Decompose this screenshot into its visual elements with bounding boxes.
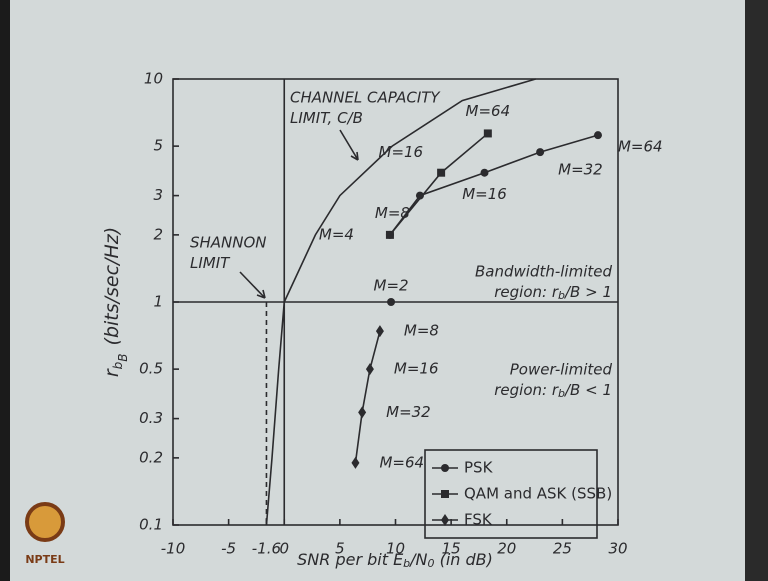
marker (386, 231, 394, 239)
point-label: M=2 (374, 277, 409, 295)
y-tick-label: 3 (153, 186, 163, 204)
annotation: region: rb/B < 1 (494, 381, 612, 401)
marker (481, 169, 489, 177)
legend-label: FSK (464, 511, 493, 529)
marker (387, 298, 395, 306)
x-axis-label-part: /N (408, 550, 427, 569)
annotation-part: region: r (494, 283, 559, 301)
logo-mark (27, 504, 63, 540)
y-tick-label: 2 (153, 225, 163, 243)
point-label: M=16 (462, 185, 507, 203)
point-label: M=16 (379, 143, 424, 161)
point-label: M=32 (558, 161, 603, 179)
point-label: M=8 (404, 322, 439, 340)
point-label: M=64 (379, 453, 424, 471)
annotation-part: b (558, 387, 565, 400)
chart: -10-5-1.60510152025301053210.50.30.20.1r… (0, 0, 768, 581)
y-axis-label-part: B (116, 353, 130, 361)
marker (441, 490, 449, 498)
point-label: M=8 (375, 204, 410, 222)
x-tick-label: -5 (221, 540, 236, 558)
y-tick-label: 5 (153, 137, 163, 155)
annotation: SHANNON (190, 234, 267, 252)
annotation: region: rb/B > 1 (494, 283, 612, 303)
legend-label: PSK (464, 459, 494, 477)
y-axis-label-part: (bits/sec/Hz) (101, 227, 123, 346)
annotation-part: LIMIT (190, 254, 231, 272)
x-tick-label: -1.6 (252, 540, 281, 558)
y-tick-label: 1 (153, 293, 163, 311)
legend-label: QAM and ASK (SSB) (464, 485, 612, 503)
annotation: Power-limited (510, 361, 613, 379)
point-label: M=32 (386, 403, 431, 421)
marker (441, 464, 449, 472)
annotation: LIMIT (190, 254, 231, 272)
point-label: M=64 (618, 138, 663, 156)
marker (594, 131, 602, 139)
y-tick-label: 0.3 (139, 409, 163, 427)
marker (536, 148, 544, 156)
point-label: M=4 (319, 225, 354, 243)
y-tick-label: 10 (144, 70, 163, 88)
annotation-part: b (558, 289, 565, 302)
annotation: LIMIT, C/B (290, 109, 363, 127)
annotation-part: /B > 1 (563, 283, 612, 301)
slide-edge (745, 0, 768, 581)
marker (484, 129, 492, 137)
x-tick-label: 30 (608, 540, 627, 558)
x-axis-label-part: (in dB) (435, 550, 493, 569)
annotation: CHANNEL CAPACITY (290, 89, 441, 107)
x-tick-label: 25 (553, 540, 572, 558)
y-tick-label: 0.5 (139, 360, 163, 378)
annotation: Bandwidth-limited (475, 263, 612, 281)
annotation-part: /B < 1 (563, 381, 612, 399)
point-label: M=64 (466, 102, 511, 120)
x-axis-label-part: 0 (428, 557, 435, 570)
marker (437, 169, 445, 177)
x-tick-label: 20 (497, 540, 516, 558)
page: -10-5-1.60510152025301053210.50.30.20.1r… (0, 0, 768, 581)
point-label: M=16 (394, 360, 439, 378)
x-tick-label: -10 (161, 540, 186, 558)
annotation-part: region: r (494, 381, 559, 399)
annotation-part: LIMIT, C/B (290, 109, 363, 127)
x-axis-label-part: b (403, 557, 410, 570)
logo-text: NPTEL (25, 553, 64, 566)
y-tick-label: 0.1 (139, 516, 163, 534)
x-axis-label: SNR per bit Eb/N0 (in dB) (297, 550, 493, 571)
x-axis-label-part: SNR per bit E (297, 550, 404, 569)
x-tick-label: 0 (279, 540, 289, 558)
y-tick-label: 0.2 (139, 448, 163, 466)
